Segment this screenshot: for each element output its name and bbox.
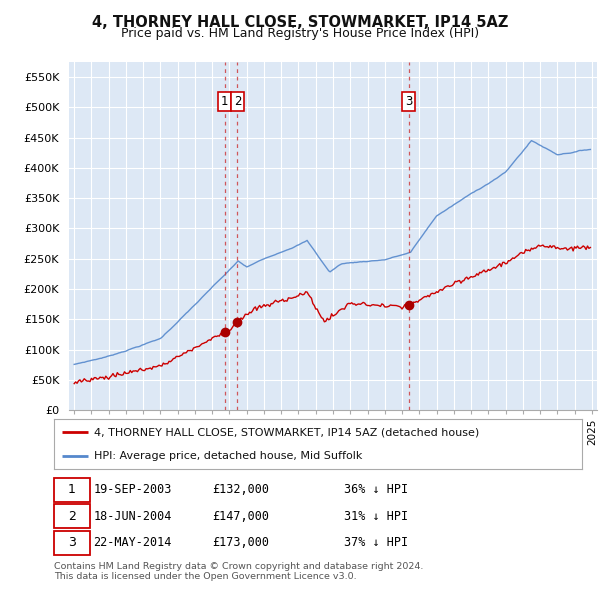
Text: 37% ↓ HPI: 37% ↓ HPI — [344, 536, 409, 549]
FancyBboxPatch shape — [54, 531, 90, 555]
Text: £147,000: £147,000 — [212, 510, 269, 523]
Text: 18-JUN-2004: 18-JUN-2004 — [94, 510, 172, 523]
Text: 36% ↓ HPI: 36% ↓ HPI — [344, 483, 409, 496]
FancyBboxPatch shape — [54, 478, 90, 502]
Text: 4, THORNEY HALL CLOSE, STOWMARKET, IP14 5AZ (detached house): 4, THORNEY HALL CLOSE, STOWMARKET, IP14 … — [94, 427, 479, 437]
Text: £132,000: £132,000 — [212, 483, 269, 496]
Text: £173,000: £173,000 — [212, 536, 269, 549]
Text: 22-MAY-2014: 22-MAY-2014 — [94, 536, 172, 549]
Text: 2: 2 — [68, 510, 76, 523]
Text: 19-SEP-2003: 19-SEP-2003 — [94, 483, 172, 496]
Text: Contains HM Land Registry data © Crown copyright and database right 2024.
This d: Contains HM Land Registry data © Crown c… — [54, 562, 424, 581]
Text: 1: 1 — [68, 483, 76, 496]
Text: 3: 3 — [405, 95, 412, 108]
Text: 3: 3 — [68, 536, 76, 549]
Text: HPI: Average price, detached house, Mid Suffolk: HPI: Average price, detached house, Mid … — [94, 451, 362, 461]
Text: 4, THORNEY HALL CLOSE, STOWMARKET, IP14 5AZ: 4, THORNEY HALL CLOSE, STOWMARKET, IP14 … — [92, 15, 508, 30]
Text: 31% ↓ HPI: 31% ↓ HPI — [344, 510, 409, 523]
FancyBboxPatch shape — [54, 504, 90, 528]
Text: Price paid vs. HM Land Registry's House Price Index (HPI): Price paid vs. HM Land Registry's House … — [121, 27, 479, 40]
Text: 1: 1 — [221, 95, 229, 108]
Text: 2: 2 — [233, 95, 241, 108]
